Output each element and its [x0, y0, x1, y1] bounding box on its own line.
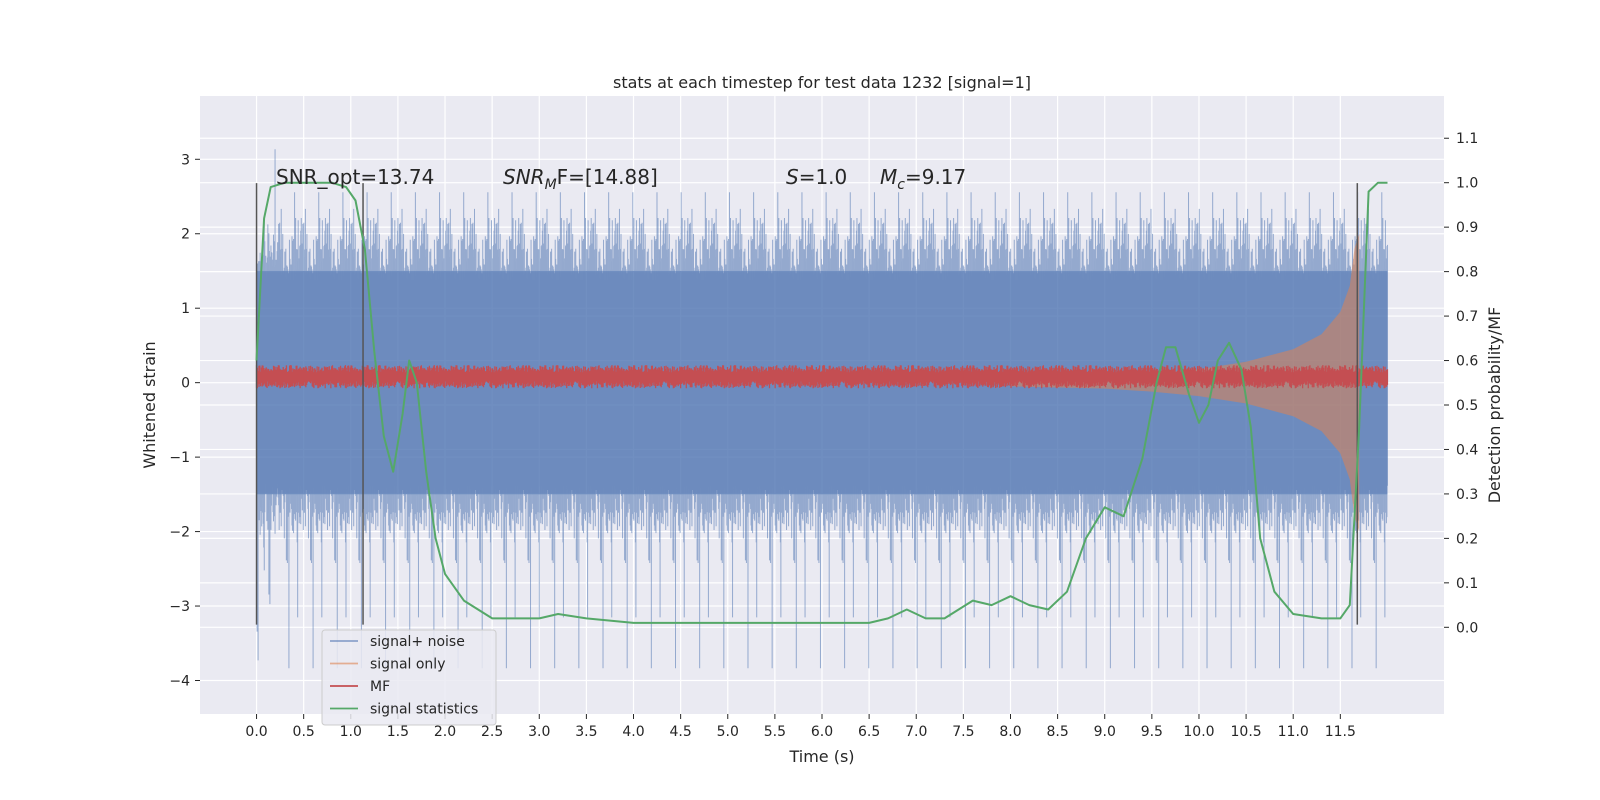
x-tick-label: 7.5 — [952, 724, 974, 740]
y-tick-label: −1 — [169, 450, 190, 466]
annotation-snr-mf: SNRMF=[14.88] — [503, 165, 658, 193]
y2-tick-label: 0.9 — [1456, 220, 1478, 236]
x-tick-label: 6.5 — [858, 724, 880, 740]
y-tick-label: −4 — [169, 673, 190, 689]
y-tick-label: 0 — [181, 376, 190, 392]
x-tick-label: 8.0 — [999, 724, 1021, 740]
x-tick-label: 5.0 — [717, 724, 739, 740]
y2-tick-label: 0.5 — [1456, 398, 1478, 414]
legend-label-mf: MF — [370, 679, 390, 695]
annotation-snr-mf-sub: M — [545, 177, 557, 193]
y-tick-label: 2 — [181, 227, 190, 243]
y2-tick-label: 0.7 — [1456, 309, 1478, 325]
x-tick-label: 10.5 — [1231, 724, 1262, 740]
annotation-snr-mf-main: SNR — [503, 165, 545, 189]
event-markers — [255, 183, 1359, 625]
legend: signal+ noise signal only MF signal stat… — [321, 629, 497, 726]
x-tick-label: 6.0 — [811, 724, 833, 740]
y2-tick-label: 0.8 — [1456, 265, 1478, 281]
x-tick-label: 11.5 — [1325, 724, 1356, 740]
y-tick-label: 1 — [181, 301, 190, 317]
y2-ticks: 1.1 1.0 0.9 0.8 0.7 0.6 0.5 0.4 0.3 0.2 0.1 0.0 — [1444, 131, 1478, 636]
legend-label-signal-statistics: signal statistics — [370, 702, 478, 718]
y2-axis-label: Detection probability/MF — [1485, 307, 1504, 504]
y2-tick-label: 0.6 — [1456, 354, 1478, 370]
legend-box — [321, 629, 497, 726]
signal-statistics-series — [255, 181, 1388, 624]
legend-label-signal-only: signal only — [370, 657, 445, 673]
x-tick-label: 9.0 — [1094, 724, 1116, 740]
x-tick-label: 4.5 — [670, 724, 692, 740]
y2-tick-label: 0.0 — [1456, 620, 1478, 636]
x-axis-label: Time (s) — [788, 747, 854, 766]
annotation-mc-sub: c — [897, 177, 905, 193]
x-tick-label: 7.0 — [905, 724, 927, 740]
annotation-s-value: =1.0 — [799, 165, 848, 189]
y-axis-label: Whitened strain — [140, 341, 159, 468]
y2-tick-label: 0.1 — [1456, 576, 1478, 592]
annotation-s-main: S — [786, 165, 799, 189]
annotation-mc-value: =9.17 — [905, 165, 966, 189]
y-tick-label: −2 — [169, 525, 190, 541]
y2-tick-label: 0.4 — [1456, 442, 1478, 458]
x-tick-label: 3.0 — [528, 724, 550, 740]
y2-tick-label: 0.2 — [1456, 531, 1478, 547]
annotation-mc-main: M — [880, 165, 897, 189]
y-ticks: 3 2 1 0 −1 −2 −3 −4 — [169, 152, 200, 689]
y-tick-label: −3 — [169, 599, 190, 615]
y2-tick-label: 1.0 — [1456, 176, 1478, 192]
x-tick-label: 0.5 — [293, 724, 315, 740]
chart-title: stats at each timestep for test data 123… — [613, 73, 1031, 92]
x-tick-label: 0.0 — [245, 724, 267, 740]
x-tick-label: 10.0 — [1183, 724, 1214, 740]
x-tick-label: 1.5 — [387, 724, 409, 740]
annotation-s: S=1.0 — [786, 165, 847, 189]
y2-tick-label: 0.3 — [1456, 487, 1478, 503]
annotation-snr-opt: SNR_opt=13.74 — [276, 165, 434, 189]
x-tick-label: 11.0 — [1278, 724, 1309, 740]
x-tick-label: 3.5 — [575, 724, 597, 740]
x-tick-label: 8.5 — [1046, 724, 1068, 740]
y-tick-label: 3 — [181, 152, 190, 168]
x-ticks: 0.0 0.5 1.0 1.5 2.0 2.5 3.0 3.5 4.0 4.5 5.0 5.5 6.0 6… — [245, 714, 1356, 740]
x-tick-label: 4.0 — [622, 724, 644, 740]
x-tick-label: 2.0 — [434, 724, 456, 740]
x-tick-label: 5.5 — [764, 724, 786, 740]
signal-statistics-line — [255, 181, 1388, 624]
x-tick-label: 1.0 — [340, 724, 362, 740]
x-tick-label: 9.5 — [1141, 724, 1163, 740]
annotation-snr-mf-value: F=[14.88] — [557, 165, 658, 189]
legend-label-signal-noise: signal+ noise — [370, 634, 465, 650]
x-tick-label: 2.5 — [481, 724, 503, 740]
y2-tick-label: 1.1 — [1456, 131, 1478, 147]
annotation-mc: Mc=9.17 — [880, 165, 966, 193]
